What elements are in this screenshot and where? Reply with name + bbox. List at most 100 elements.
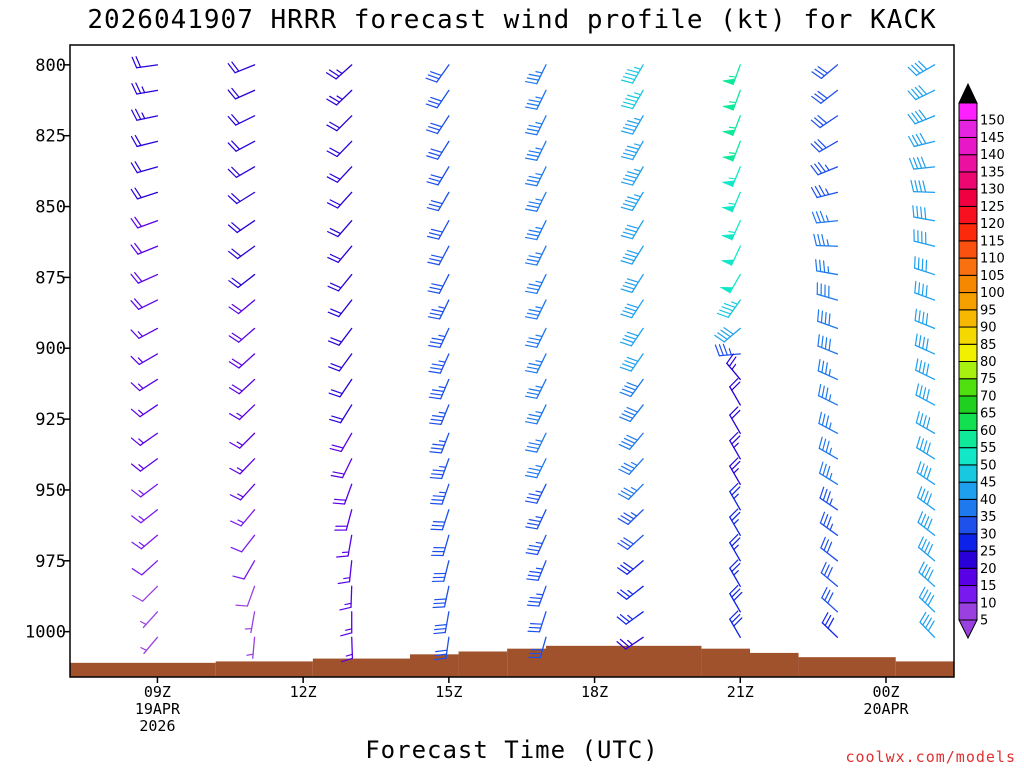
barb-shaft	[441, 458, 450, 480]
wind-barb	[721, 220, 741, 241]
wind-barb	[621, 89, 644, 110]
barb-flag	[922, 614, 930, 626]
barb-flag	[616, 616, 627, 625]
wind-barb	[432, 585, 450, 609]
barb-flag	[618, 443, 631, 450]
barb-shaft	[537, 560, 547, 581]
barb-shaft	[335, 64, 353, 80]
barb-flag	[229, 467, 241, 475]
wind-barb	[720, 273, 741, 294]
barb-shaft	[817, 395, 839, 406]
barb-half-flag	[828, 369, 831, 377]
barb-flag	[731, 409, 741, 420]
barb-flag	[524, 316, 538, 320]
barb-pennant	[721, 205, 735, 213]
barb-half-flag	[535, 411, 543, 414]
barb-flag	[926, 467, 932, 480]
wind-barb	[339, 585, 353, 611]
barb-shaft	[631, 220, 644, 240]
wind-barb	[722, 89, 741, 111]
barb-flag	[915, 411, 920, 424]
barb-shaft	[250, 611, 256, 634]
barb-half-flag	[236, 412, 243, 418]
wind-barb	[329, 404, 353, 424]
barb-shaft	[536, 245, 547, 266]
barb-flag	[627, 145, 640, 150]
barb-flag	[623, 152, 636, 157]
barb-pennant	[720, 286, 734, 294]
barb-half-flag	[828, 394, 832, 402]
barb-flag	[326, 150, 338, 158]
barb-flag	[332, 471, 345, 475]
barb-half-flag	[728, 126, 737, 129]
barb-shaft	[536, 534, 547, 556]
wind-barb	[819, 486, 839, 511]
barb-flag	[721, 306, 734, 312]
barb-flag	[432, 469, 446, 472]
wind-barb	[131, 56, 159, 69]
barb-flag	[927, 569, 934, 581]
barb-flag	[524, 395, 538, 399]
barb-shaft	[631, 191, 644, 212]
barb-half-flag	[138, 438, 145, 444]
barb-flag	[914, 180, 919, 193]
barb-flag	[526, 204, 540, 209]
wind-barb	[716, 299, 741, 318]
barb-flag	[914, 62, 924, 72]
colorbar-label: 25	[980, 545, 997, 560]
barb-half-flag	[825, 188, 830, 196]
barb-flag	[526, 340, 540, 345]
barb-flag	[908, 135, 915, 148]
barb-flag	[819, 461, 824, 474]
wind-barb	[525, 534, 547, 556]
barb-flag	[431, 363, 445, 367]
barb-flag	[918, 385, 923, 398]
barb-flag	[817, 334, 820, 347]
barb-flag	[432, 415, 445, 418]
barb-shaft	[336, 140, 353, 158]
barb-flag	[923, 490, 929, 503]
barb-flag	[130, 244, 139, 255]
barb-flag	[914, 308, 918, 322]
barb-shaft	[348, 560, 353, 583]
barb-flag	[340, 657, 354, 663]
barb-flag	[524, 421, 538, 425]
wind-barb	[330, 458, 353, 479]
wind-barb	[336, 534, 353, 558]
barb-flag	[925, 285, 928, 298]
wind-barb	[528, 636, 547, 659]
barb-half-flag	[535, 280, 543, 284]
barb-half-flag	[634, 143, 642, 147]
y-axis: 800 825 850 875 900 925 950 975 1000	[25, 56, 70, 643]
barb-shaft	[819, 497, 839, 511]
barb-flag	[920, 538, 927, 551]
wind-barb	[326, 115, 353, 132]
barb-flag	[526, 391, 540, 396]
barb-shaft	[238, 353, 256, 369]
barb-flag	[228, 387, 240, 395]
barb-column	[524, 64, 547, 659]
barb-flag	[820, 310, 823, 324]
wind-barb	[524, 245, 547, 266]
wind-barb	[230, 509, 256, 527]
barb-flag	[626, 303, 639, 309]
barb-shaft	[536, 64, 547, 85]
wind-barb	[729, 431, 741, 460]
wind-barb	[617, 483, 644, 501]
wind-barb	[524, 432, 547, 453]
wind-barb	[619, 353, 644, 372]
wind-barb	[232, 560, 256, 580]
wind-barb	[729, 508, 741, 536]
barb-flag	[920, 488, 926, 501]
barb-half-flag	[535, 439, 543, 442]
barb-flag	[428, 126, 441, 131]
wind-barb	[235, 585, 256, 607]
barb-flag	[524, 500, 538, 504]
barb-shaft	[536, 353, 547, 374]
colorbar-segment	[958, 119, 978, 138]
wind-barb	[328, 378, 353, 398]
wind-barb	[810, 139, 839, 153]
barb-shaft	[443, 585, 450, 608]
barb-flag	[817, 66, 829, 74]
wind-barb	[524, 220, 547, 241]
